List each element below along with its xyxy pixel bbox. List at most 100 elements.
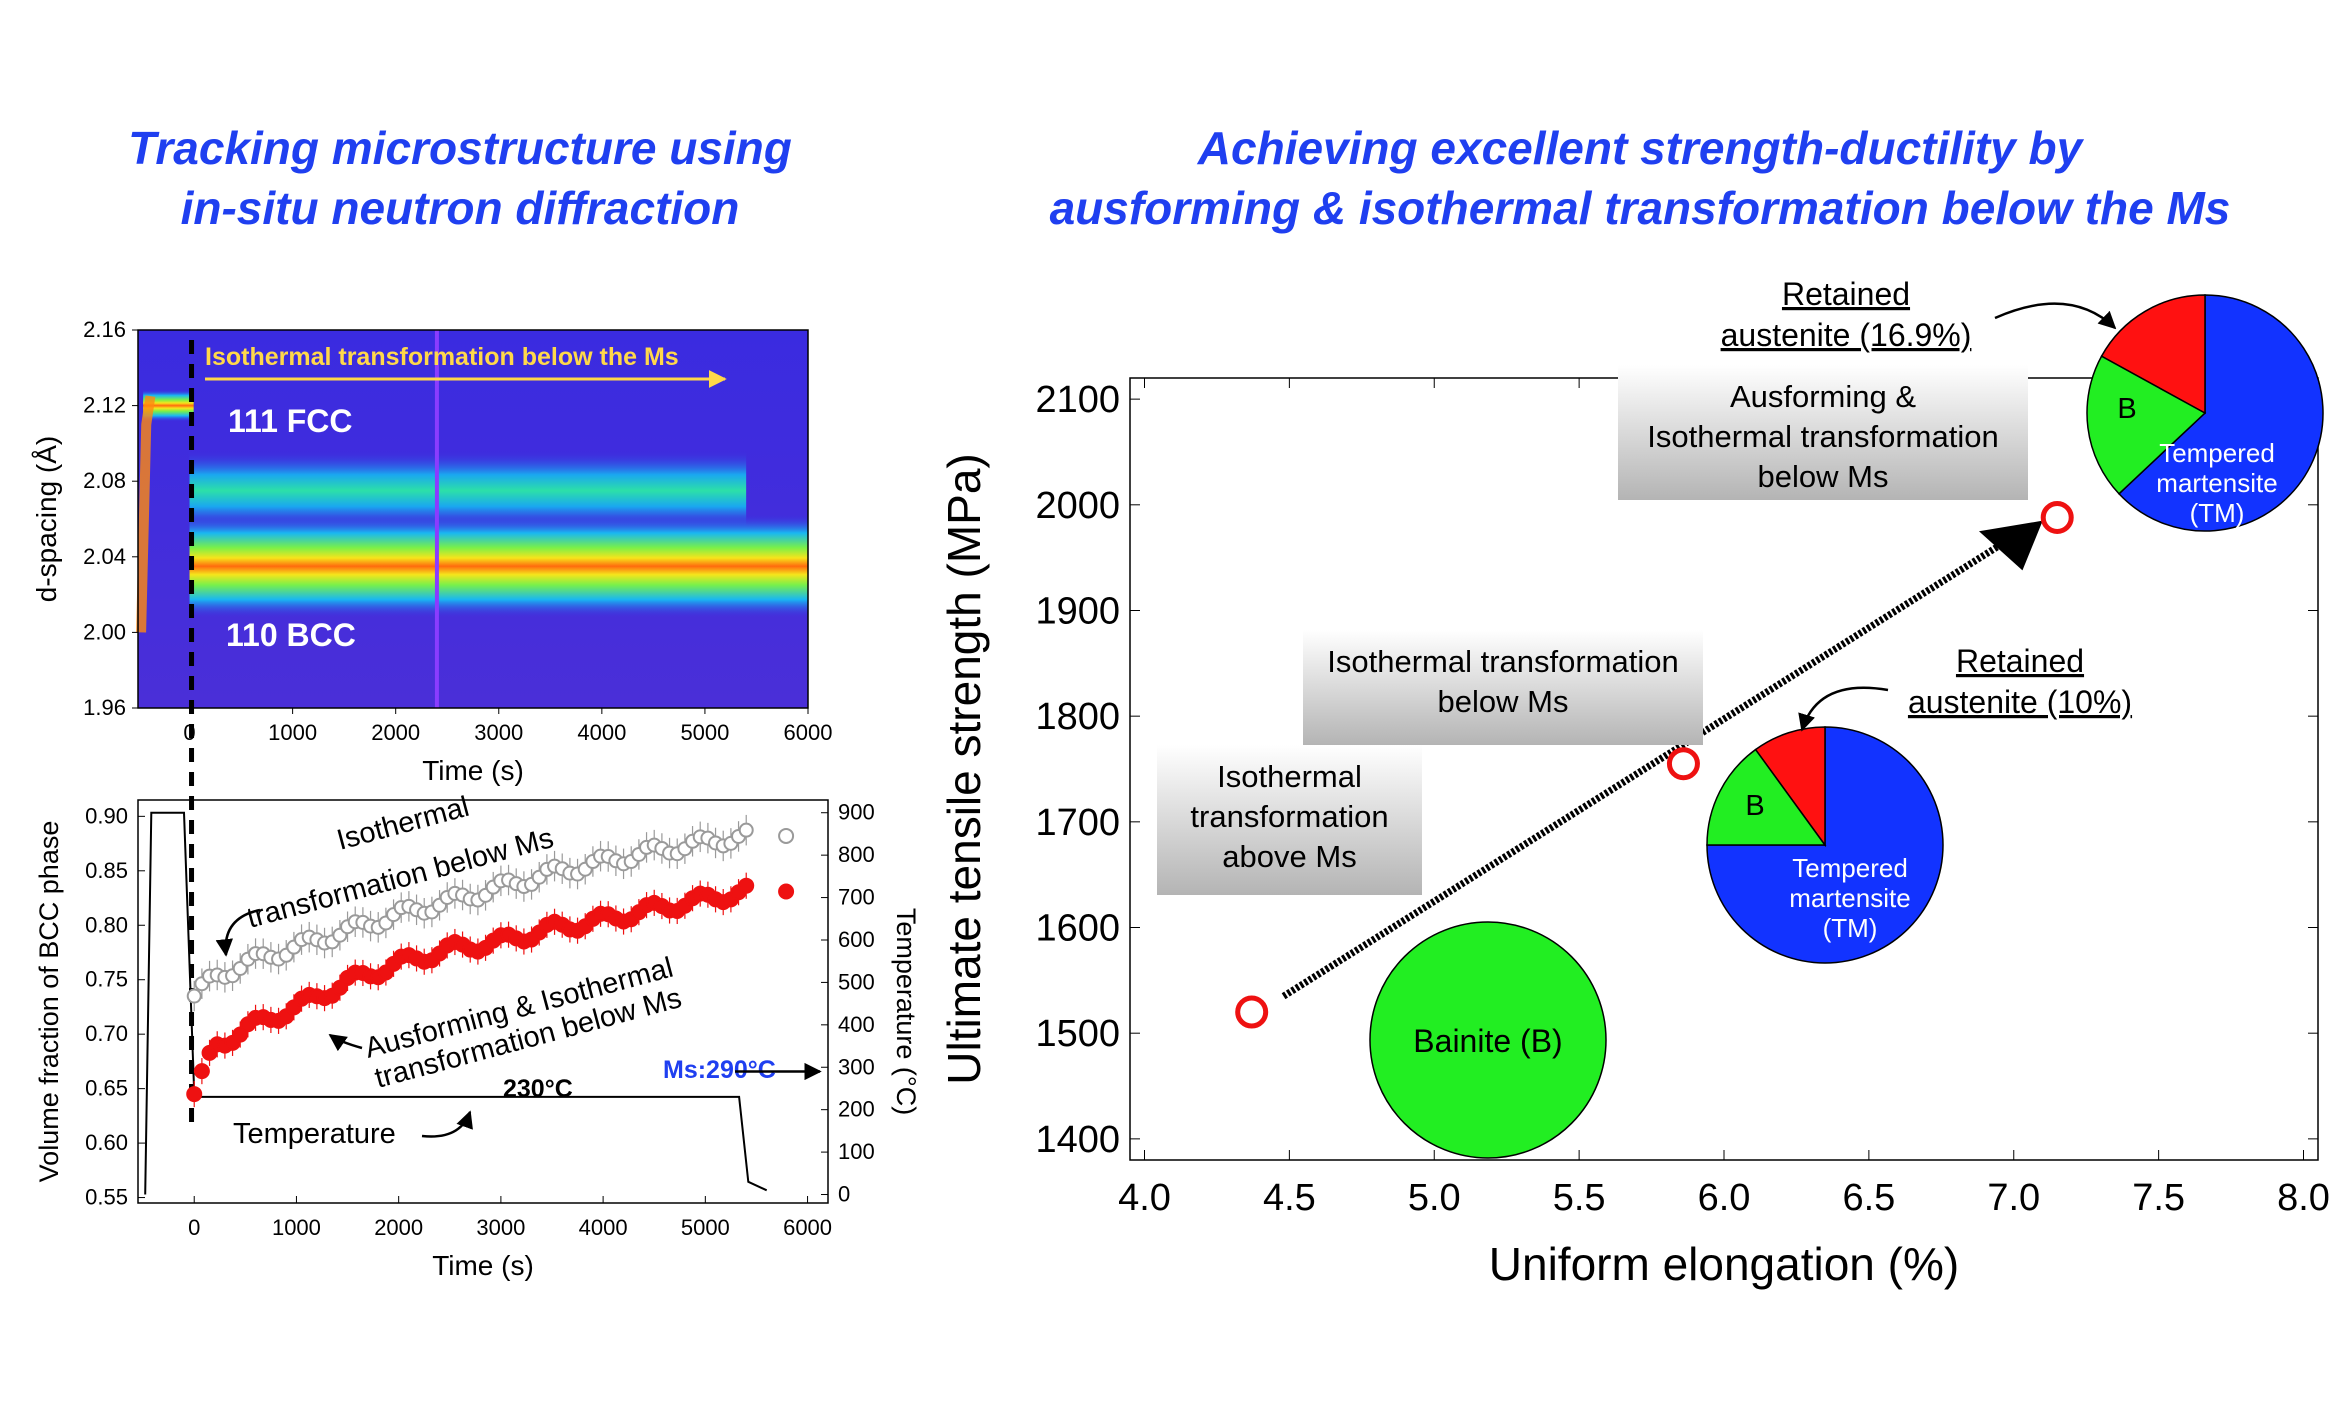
x-tick-label: 6.5 [1842,1177,1895,1219]
above-ms-box [1157,745,1422,895]
x-tick-label: 7.0 [1987,1177,2040,1219]
iso-below-ms-point [186,988,202,1004]
y2-tick-label: 300 [838,1054,875,1079]
x-tick-label: 5000 [680,720,729,745]
y-tick-label: 2.08 [83,468,126,493]
left-title-line-1: Tracking microstructure using [128,122,792,174]
y-tick-label: 1500 [1035,1013,1120,1055]
vf-frame [137,799,829,1204]
retained-small-arrow [1798,686,1889,732]
y-tick-label: 2.12 [83,393,126,418]
bainite-circle [1369,921,1607,1159]
below-ms-box [1303,630,1703,745]
y-axis-title: Volume fraction of BCC phase [34,821,64,1183]
ausforming-line-1: Ausforming & [1730,379,1916,414]
ausforming-legend-marker [778,883,795,900]
y2-tick-label: 0 [838,1182,850,1207]
trend-arrow-head [1978,520,2043,571]
aus-annotation-arrow [328,1033,363,1052]
x-tick-label: 1000 [272,1215,321,1240]
pie-below-ms-tm-label: (TM) [1823,913,1878,943]
x-tick-label: 5.0 [1408,1177,1461,1219]
trend-arrow-shaft [1281,533,2016,1000]
y-tick-label: 1800 [1035,696,1120,738]
ausforming-line-2: Isothermal transformation [1647,419,1998,454]
y-tick-label: 2100 [1035,379,1120,421]
y2-tick-label: 600 [838,927,875,952]
pie-below-ms-slice-tm [1706,726,1944,964]
y-tick-label: 1600 [1035,908,1120,950]
ausforming-point [738,877,755,894]
y2-tick-label: 400 [838,1012,875,1037]
y-tick-label: 1.96 [83,695,126,720]
temperature-arrow [421,1110,473,1138]
iso-legend-marker [778,827,795,844]
x-axis-title: Time (s) [432,1250,534,1281]
right-title-line-1: Achieving excellent strength-ductility b… [1197,122,2083,174]
x-tick-label: 6000 [784,720,833,745]
right-title-line-2: ausforming & isothermal transformation b… [1049,182,2231,234]
y-tick-label: 2.04 [83,544,126,569]
y-tick-label: 2000 [1035,485,1120,527]
volume-fraction-chart: 0 1000 2000 3000 4000 5000 60000.550.600.650.7… [34,791,921,1281]
y-tick-label: 2.16 [83,317,126,342]
y-tick-label: 1900 [1035,590,1120,632]
pie-ausforming-tm-label: Tempered [2159,438,2275,468]
strength-elongation-chart: 4.0 4.5 5.0 5.5 6.0 6.5 7.0 7.5 8.0 1400 1500 1600 1… [938,276,2330,1290]
x-tick-label: 6000 [783,1215,832,1240]
y-tick-label: 1700 [1035,802,1120,844]
x-tick-label: 3000 [474,720,523,745]
retained-large-line-1: Retained [1782,276,1910,312]
bainite-label: Bainite (B) [1413,1023,1562,1059]
y2-tick-label: 800 [838,842,875,867]
retained-large-line-2: austenite (16.9%) [1721,317,1972,353]
x-tick-label: 5.5 [1553,1177,1606,1219]
x-tick-label: 0 [188,1215,200,1240]
x-tick-label: 6.0 [1698,1177,1751,1219]
hold-temperature-label: 230°C [503,1075,573,1103]
y2-tick-label: 900 [838,800,875,825]
retained-small-line-1: Retained [1956,643,2084,679]
y2-tick-label: 100 [838,1139,875,1164]
pie-ausforming-slice-ra [2100,294,2206,415]
y-tick-label: 0.75 [85,967,128,992]
pie-ausforming-slice-b [2086,355,2207,495]
y-tick-label: 0.70 [85,1021,128,1046]
ausforming-point [193,1063,210,1080]
fcc-label: 111 FCC [228,403,353,439]
below-ms-line-2: below Ms [1438,684,1569,719]
uts-point-3 [2040,500,2074,534]
ausforming-point [186,1086,203,1103]
x-tick-label: 4.0 [1118,1177,1171,1219]
x-tick-label: 4.5 [1263,1177,1316,1219]
x-axis-title: Uniform elongation (%) [1489,1238,1959,1290]
heatmap-frame [137,329,809,709]
bcc-label: 110 BCC [226,617,356,653]
y-tick-label: 0.90 [85,803,128,828]
pie-below-ms-slice-ra [1754,726,1826,848]
uts-point-2 [1666,747,1700,781]
x-tick-label: 7.5 [2132,1177,2185,1219]
bcc-band [189,514,809,619]
above-ms-line-1: Isothermal [1217,759,1362,794]
pie-ausforming-tm-label: (TM) [2190,498,2245,528]
retained-large-arrow [1994,302,2117,330]
left-title: Tracking microstructure using in-situ ne… [30,118,890,238]
retained-small-line-2: austenite (10%) [1908,684,2132,720]
ausforming-line-3: below Ms [1758,459,1889,494]
y-axis-title: Ultimate tensile strength (MPa) [938,453,990,1084]
iso-annotation-arrow [215,908,261,957]
pie-below-ms-slice-b [1706,748,1827,846]
above-ms-line-2: transformation [1190,799,1388,834]
y-tick-label: 1400 [1035,1119,1120,1161]
y-axis-title: d-spacing (Å) [31,436,62,603]
x-tick-label: 4000 [577,720,626,745]
iso-below-ms-label: Isothermal transformation below the Ms [205,343,679,371]
ausforming-box [1618,365,2028,500]
x-tick-label: 8.0 [2277,1177,2330,1219]
below-ms-line-1: Isothermal transformation [1327,644,1678,679]
y2-tick-label: 500 [838,969,875,994]
y-tick-label: 0.65 [85,1076,128,1101]
iso-below-ms-point [738,822,754,838]
